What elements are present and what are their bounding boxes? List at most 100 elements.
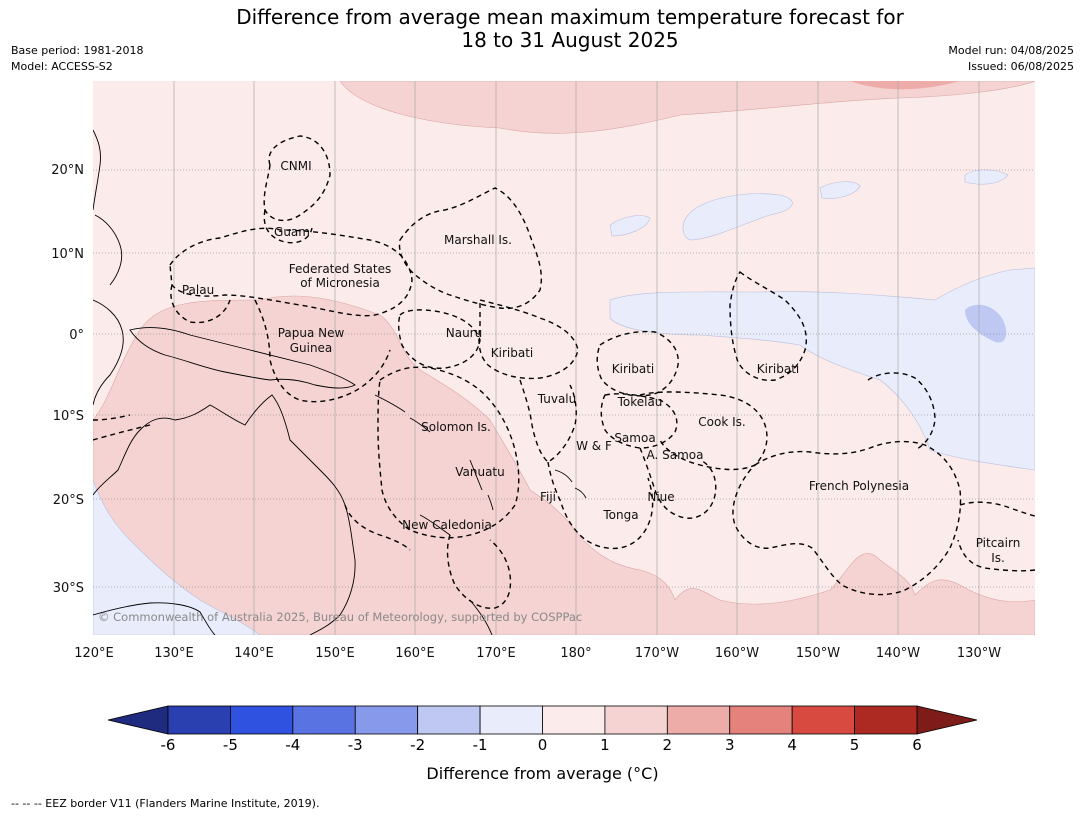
label-kiribati-central: Kiribati (612, 362, 654, 376)
label-solomon: Solomon Is. (421, 420, 491, 434)
lon-label: 150°E (315, 646, 355, 661)
lat-label: 10°N (51, 247, 84, 262)
label-fsm-1: Federated States (289, 262, 391, 276)
colorbar-segment (354, 705, 419, 735)
lon-label: 140°W (876, 646, 920, 661)
colorbar-tick-label: -4 (285, 736, 301, 754)
colorbar-tick-label: -3 (347, 736, 363, 754)
label-samoa: Samoa (614, 431, 655, 445)
label-wf: W & F (576, 439, 612, 453)
anomaly-2-to-3-north (850, 81, 960, 90)
label-french-polynesia: French Polynesia (809, 479, 909, 493)
colorbar-label: Difference from average (°C) (426, 764, 659, 783)
lon-label: 170°E (476, 646, 516, 661)
lon-label: 160°W (715, 646, 759, 661)
anomaly-cold-central (609, 267, 1035, 471)
colorbar-tick-label: -5 (222, 736, 238, 754)
colorbar-segment (479, 705, 543, 735)
colorbar (107, 705, 978, 735)
lat-label: 10°S (53, 409, 84, 424)
colorbar-segment (666, 705, 731, 735)
lon-label: 130°E (154, 646, 194, 661)
lon-label: 120°E (74, 646, 114, 661)
colorbar-tick-label: 3 (724, 736, 735, 754)
label-vanuatu: Vanuatu (455, 465, 505, 479)
label-tonga: Tonga (602, 508, 638, 522)
anomaly-cold-north-2 (609, 215, 651, 237)
colorbar-segment (230, 705, 294, 735)
colorbar-segment (292, 705, 356, 735)
label-kiribati-east: Kiribati (757, 362, 799, 376)
lon-label: 160°E (395, 646, 435, 661)
colorbar-tick-label: 2 (662, 736, 673, 754)
run-info: Model run: 04/08/2025 Issued: 06/08/2025 (948, 43, 1074, 75)
label-png-1: Papua New (278, 326, 345, 340)
copyright-notice: © Commonwealth of Australia 2025, Bureau… (98, 610, 582, 624)
anomaly-cold-core (965, 304, 1007, 343)
lon-axis: 120°E 130°E 140°E 150°E 160°E 170°E 180°… (74, 646, 1001, 661)
anomaly-1-to-2-south (93, 295, 1035, 635)
colorbar-tick-label: 1 (600, 736, 610, 754)
anomaly-cold-north-1 (682, 193, 793, 241)
model-info: Base period: 1981-2018 Model: ACCESS-S2 (11, 43, 143, 75)
label-cnmi: CNMI (280, 159, 311, 173)
colorbar-tick-label: 4 (787, 736, 797, 754)
title-line-2: 18 to 31 August 2025 (461, 28, 679, 52)
colorbar-tick-label: -1 (472, 736, 488, 754)
model-name: Model: ACCESS-S2 (11, 60, 113, 73)
colorbar-segment (854, 705, 918, 735)
colorbar-tick-label: 0 (537, 736, 548, 754)
lon-label: 180° (560, 646, 591, 661)
colorbar-segment (604, 705, 668, 735)
eez-borders (93, 135, 1035, 609)
anomaly-1-to-2-north (339, 81, 1035, 134)
lat-label: 0° (69, 328, 84, 343)
label-tokelau: Tokelau (617, 395, 663, 409)
model-run: Model run: 04/08/2025 (948, 44, 1074, 57)
lat-axis: 20°N 10°N 0° 10°S 20°S 30°S (51, 163, 84, 596)
colorbar-segment (791, 705, 855, 735)
label-cook: Cook Is. (698, 415, 745, 429)
colorbar-segment (729, 705, 793, 735)
title-line-1: Difference from average mean maximum tem… (236, 5, 904, 29)
label-png-2: Guinea (290, 341, 333, 355)
label-palau: Palau (182, 283, 214, 297)
label-pitcairn-1: Pitcairn (976, 536, 1021, 550)
label-pitcairn-2: Is. (991, 551, 1005, 565)
colorbar-tick-label: -2 (410, 736, 426, 754)
base-period: Base period: 1981-2018 (11, 44, 144, 57)
chart-title: Difference from average mean maximum tem… (0, 6, 1085, 52)
graticule-lat (93, 169, 1035, 588)
label-fiji: Fiji (540, 490, 556, 504)
anomaly-cold-south-west (93, 479, 261, 635)
lon-label: 140°E (234, 646, 274, 661)
issued-date: Issued: 06/08/2025 (967, 60, 1074, 73)
colorbar-segment (167, 705, 231, 735)
lat-label: 20°S (53, 493, 84, 508)
colorbar-tick-label: -6 (160, 736, 176, 754)
label-fsm-2: of Micronesia (300, 276, 380, 290)
anomaly-cold-north-4 (964, 169, 1009, 185)
lon-label: 170°W (635, 646, 679, 661)
colorbar-segment (417, 705, 481, 735)
label-niue: Niue (647, 490, 674, 504)
lat-label: 20°N (51, 163, 84, 178)
label-marshall: Marshall Is. (444, 233, 512, 247)
lat-label: 30°S (53, 581, 84, 596)
lon-label: 130°W (957, 646, 1001, 661)
region-labels: CNMI Guam Marshall Is. Federated States … (98, 159, 1020, 624)
label-kiribati-west: Kiribati (491, 346, 533, 360)
label-nauru: Nauru (446, 326, 482, 340)
eez-footnote: -- -- -- EEZ border V11 (Flanders Marine… (11, 797, 320, 810)
colorbar-tick-label: 5 (849, 736, 860, 754)
colorbar-over-arrow (916, 705, 978, 735)
label-tuvalu: Tuvalu (537, 392, 577, 406)
label-guam: Guam (274, 225, 310, 239)
label-new-caledonia: New Caledonia (402, 518, 492, 532)
anomaly-cold-north-3 (819, 181, 861, 199)
colorbar-segment (542, 705, 606, 735)
map-area[interactable]: CNMI Guam Marshall Is. Federated States … (93, 81, 1035, 635)
colorbar-under-arrow (107, 705, 169, 735)
label-american-samoa: A. Samoa (647, 448, 704, 462)
